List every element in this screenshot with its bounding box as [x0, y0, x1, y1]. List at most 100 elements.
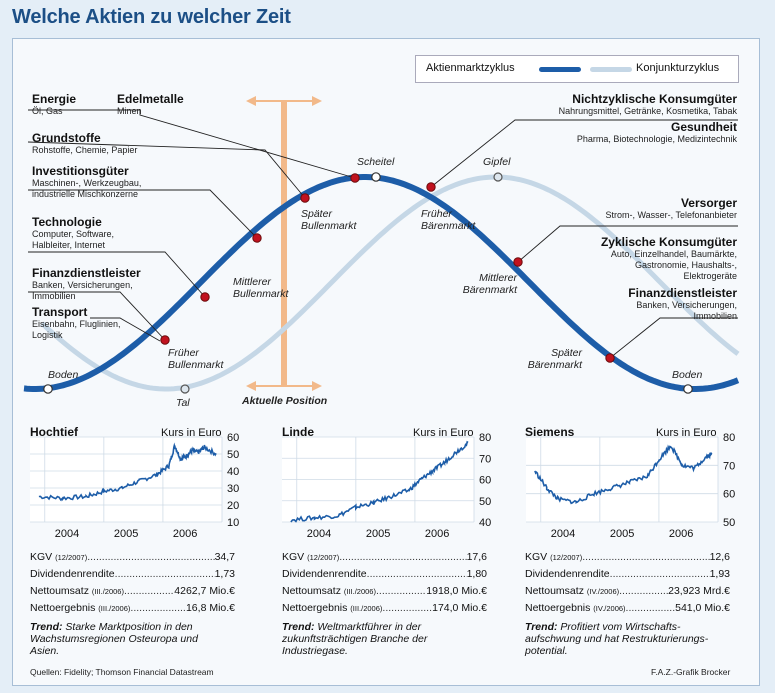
stock-name: Linde [282, 425, 314, 439]
sector-versorger: Versorger Strom-, Wasser-, Telefonanbiete… [605, 196, 737, 220]
hochtief-x-tick: 2006 [173, 528, 197, 540]
siemens-x-tick: 2004 [551, 528, 575, 540]
leader-grundstoffe [27, 141, 306, 199]
market-phase-marker-0 [160, 335, 170, 345]
economy-cycle-line [40, 174, 740, 392]
sector-technologie: Technologie Computer, Software, Halbleiter… [32, 215, 115, 250]
legend-market-label: Aktienmarktzyklus [426, 62, 515, 74]
stock-trend: Trend: Profitiert vom Wirtschafts- aufsc… [525, 621, 709, 657]
hochtief-y-tick: 60 [227, 432, 239, 444]
arrowhead-bottom-left [246, 381, 256, 391]
legend: Aktienmarktzyklus Konjunkturzyklus [415, 55, 739, 83]
marker-scheitel [371, 172, 381, 182]
label-mittlerer-bullenmarkt: Mittlerer Bullenmarkt [233, 276, 289, 300]
leader-nichtzyklische [430, 119, 738, 188]
siemens-y-tick: 60 [723, 489, 735, 501]
legend-market-swatch [539, 67, 581, 72]
market-phase-marker-6 [513, 257, 523, 267]
arrowhead-top-right [312, 96, 322, 106]
linde-y-tick: 50 [479, 496, 491, 508]
arrowhead-bottom-right [312, 381, 322, 391]
legend-economy-swatch [590, 67, 632, 72]
label-frueher-baerenmarkt: Früher Bärenmarkt [421, 208, 476, 232]
market-phase-marker-5 [426, 182, 436, 192]
siemens-y-tick: 70 [723, 460, 735, 472]
linde-x-tick: 2004 [307, 528, 331, 540]
sector-edelmetalle: Edelmetalle Minen [117, 92, 184, 116]
siemens-y-tick: 50 [723, 517, 735, 529]
hochtief-price-line [38, 442, 217, 502]
label-mittlerer-baerenmarkt: Mittlerer Bärenmarkt [462, 272, 517, 296]
stock-name: Siemens [525, 425, 575, 439]
market-phase-marker-3 [300, 193, 310, 203]
market-phase-marker-7 [605, 353, 615, 363]
hochtief-x-tick: 2004 [55, 528, 79, 540]
market-phase-marker-2 [252, 233, 262, 243]
stock-unit: Kurs in Euro [161, 427, 222, 439]
credit-note: F.A.Z.-Grafik Brocker [651, 667, 731, 677]
sector-zyklische-konsumgueter: Zyklische Konsumgüter Auto, Einzelhandel,… [600, 235, 737, 281]
stock-stats: KGV (12/2007)34,7Dividendenrendite1,73Ne… [30, 549, 235, 617]
linde-x-tick: 2005 [366, 528, 390, 540]
label-frueher-bullenmarkt: Früher Bullenmarkt [168, 347, 224, 371]
leader-finanzdienstleister-right [609, 317, 738, 359]
market-phase-marker-4 [350, 173, 360, 183]
siemens-y-tick: 80 [723, 432, 735, 444]
legend-economy-label: Konjunkturzyklus [636, 62, 720, 74]
leader-energie [28, 109, 356, 179]
sector-finanzdienstleister-left: Finanzdienstleister Banken, Versicherunge… [32, 266, 141, 301]
sector-investitionsgueter: Investitionsgüter Maschinen-, Werkzeugbau… [32, 164, 142, 199]
sector-energie: Energie Öl, Gas [32, 92, 77, 116]
label-tal: Tal [176, 397, 190, 409]
stock-unit: Kurs in Euro [656, 427, 717, 439]
label-aktuelle-position: Aktuelle Position [242, 395, 328, 407]
marker-tal [180, 384, 190, 394]
stock-name: Hochtief [30, 425, 78, 439]
label-boden-left: Boden [48, 369, 79, 381]
leader-zyklische [517, 225, 738, 263]
marker-boden-left [43, 384, 53, 394]
stock-stats: KGV (12/2007)12,6Dividendenrendite1,93Ne… [525, 549, 730, 617]
linde-y-tick: 70 [479, 453, 491, 465]
source-note: Quellen: Fidelity; Thomson Financial Dat… [30, 667, 214, 677]
hochtief-y-tick: 10 [227, 517, 239, 529]
hochtief-y-tick: 30 [227, 483, 239, 495]
hochtief-x-tick: 2005 [114, 528, 138, 540]
label-spaeter-baerenmarkt: Später Bärenmarkt [527, 347, 582, 371]
sector-transport: Transport Eisenbahn, Fluglinien, Logistik [32, 305, 121, 340]
siemens-x-tick: 2005 [610, 528, 634, 540]
linde-y-tick: 60 [479, 475, 491, 487]
market-phase-marker-1 [200, 292, 210, 302]
stock-trend: Trend: Starke Marktposition in den Wachs… [30, 621, 198, 657]
label-gipfel: Gipfel [483, 156, 511, 168]
stock-unit: Kurs in Euro [413, 427, 474, 439]
leader-technologie [28, 251, 206, 298]
arrowhead-top-left [246, 96, 256, 106]
market-cycle-line [23, 174, 740, 392]
sector-gesundheit: Gesundheit Pharma, Biotechnologie, Medizi… [576, 120, 737, 144]
leader-investitionsgueter [28, 189, 258, 239]
siemens-x-tick: 2006 [669, 528, 693, 540]
label-boden-right: Boden [672, 369, 703, 381]
hochtief-y-tick: 20 [227, 500, 239, 512]
page-title: Welche Aktien zu welcher Zeit [12, 6, 291, 28]
linde-y-tick: 40 [479, 517, 491, 529]
hochtief-y-tick: 50 [227, 449, 239, 461]
marker-gipfel [493, 172, 503, 182]
stock-stats: KGV (12/2007)17,6Dividendenrendite1,80Ne… [282, 549, 487, 617]
label-spaeter-bullenmarkt: Später Bullenmarkt [301, 208, 357, 232]
linde-x-tick: 2006 [425, 528, 449, 540]
sector-finanzdienstleister-right: Finanzdienstleister Banken, Versicherunge… [628, 286, 737, 321]
siemens-plot-bg [526, 437, 718, 522]
leader-finanzdienstleister-left [28, 291, 166, 341]
stock-trend: Trend: Weltmarktführer in der zukunftstr… [282, 621, 428, 657]
sector-grundstoffe: Grundstoffe Rohstoffe, Chemie, Papier [32, 131, 138, 155]
label-scheitel: Scheitel [357, 156, 395, 168]
marker-boden-right [683, 384, 693, 394]
siemens-price-line [534, 444, 713, 505]
hochtief-y-tick: 40 [227, 466, 239, 478]
leader-transport [90, 317, 161, 342]
linde-price-line [290, 440, 469, 523]
